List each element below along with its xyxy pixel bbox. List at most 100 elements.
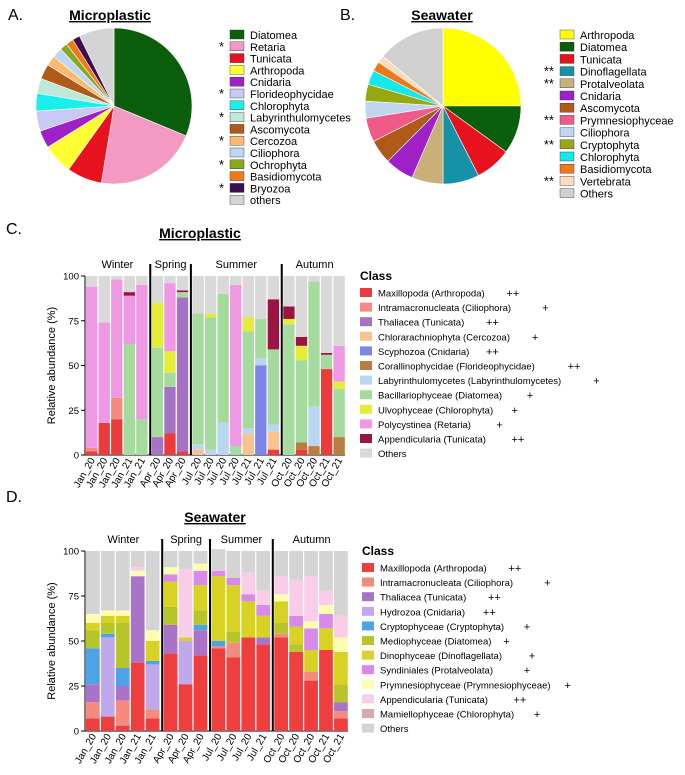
- bar-segment: [193, 630, 208, 656]
- bar-segment: [226, 551, 241, 578]
- bar-segment: [100, 610, 115, 616]
- legend-label: Ochrophyta: [250, 160, 308, 172]
- bar-segment: [193, 624, 208, 631]
- legend-swatch: [362, 709, 374, 718]
- legend-swatch: [360, 302, 372, 312]
- bar-segment: [111, 397, 123, 420]
- bar-segment: [204, 313, 217, 318]
- legend-label: Dinophyceae (Dinoflagellata): [380, 651, 502, 662]
- legend-label: Chlorarachniophyta (Cercozoa): [378, 332, 510, 343]
- bar-segment: [86, 623, 100, 631]
- significance-mark: +: [496, 419, 502, 431]
- bar-segment: [274, 623, 289, 634]
- bar-segment: [274, 551, 289, 577]
- legend-label: Arthropoda: [250, 65, 305, 77]
- legend-label: Chlorophyta: [580, 152, 640, 164]
- bar-segment: [130, 576, 145, 663]
- bar-segment: [192, 449, 204, 455]
- legend-swatch: [229, 112, 245, 122]
- legend-label: Bryozoa: [250, 183, 291, 195]
- bar-segment: [163, 581, 178, 607]
- bar-segment: [256, 551, 271, 591]
- legend-label: Diatomea: [250, 30, 298, 42]
- bar-segment: [304, 576, 318, 622]
- bar-segment: [304, 680, 318, 731]
- significance-mark: +: [532, 332, 538, 344]
- bar-segment: [320, 354, 333, 370]
- bar-segment: [283, 318, 295, 325]
- bar-segment: [308, 276, 320, 282]
- legend-label: Labyrinthulomycetes (Labyrinthulomycetes…: [378, 376, 561, 387]
- bar-segment: [145, 718, 160, 731]
- bar-segment: [274, 576, 289, 595]
- season-label: Spring: [155, 259, 187, 271]
- legend-swatch: [559, 90, 575, 101]
- legend-label: Ascomycota: [250, 124, 311, 136]
- bar-segment: [115, 551, 130, 611]
- legend-label: Basidiomycota: [580, 164, 652, 176]
- legend-swatch: [559, 151, 575, 162]
- bar-segment: [178, 637, 193, 641]
- season-label: Spring: [170, 534, 202, 546]
- bar-segment: [274, 637, 289, 731]
- legend-label: Maxillopoda (Arthropoda): [380, 564, 487, 575]
- bar-segment: [226, 657, 241, 731]
- bar-segment: [130, 662, 145, 731]
- bar-segment: [295, 360, 308, 443]
- bar-segment: [256, 644, 271, 731]
- pie-panel-a: A. Microplastic Diatomea * RetariaTunicataAr…: [8, 7, 351, 207]
- bar-segment: [163, 567, 178, 575]
- legend-swatch: [360, 375, 372, 385]
- legend-swatch: [559, 139, 575, 150]
- bar-segment: [193, 563, 208, 571]
- legend-swatch: [360, 448, 372, 458]
- legend-label: Bacillariophyceae (Diatomea): [378, 391, 502, 402]
- bar-segment: [304, 650, 318, 672]
- legend-label: Cercozoa: [250, 136, 298, 148]
- season-label: Summer: [216, 259, 258, 271]
- bar-segment: [283, 324, 295, 455]
- bar-segment: [217, 276, 229, 294]
- bar-segment: [211, 646, 226, 649]
- bar-segment: [267, 449, 280, 455]
- bar-segment: [230, 446, 242, 455]
- bar-segment: [319, 551, 333, 591]
- bar-segment: [111, 276, 123, 280]
- legend-label: Prymnesiophyceae: [580, 115, 674, 127]
- bar-segment: [230, 276, 242, 285]
- bar-segment: [333, 388, 345, 438]
- bar-segment: [334, 718, 348, 731]
- bar-segment: [151, 302, 164, 348]
- panel-label: B.: [340, 7, 355, 24]
- bar-segment: [242, 433, 254, 455]
- bar-segment: [267, 349, 280, 425]
- bar-segment: [86, 447, 98, 452]
- y-tick-label: 50: [68, 637, 79, 648]
- legend-swatch: [360, 419, 372, 429]
- bar-segment: [319, 605, 333, 614]
- legend-swatch: [362, 621, 374, 631]
- legend-label: Dinoflagellata: [580, 67, 648, 79]
- y-tick-label: 75: [68, 592, 79, 603]
- bar-segment: [211, 648, 226, 731]
- bar-segment: [226, 585, 241, 632]
- bar-segment: [274, 601, 289, 623]
- bar-segment: [274, 633, 289, 638]
- bar-segment: [193, 551, 208, 564]
- legend-label: Diatomea: [580, 42, 628, 54]
- legend-label: Intramacronucleata (Ciliophora): [378, 303, 511, 314]
- season-label: Autumn: [296, 259, 334, 271]
- bar-segment: [308, 281, 320, 407]
- panel-label: C.: [6, 221, 22, 238]
- legend-label: others: [250, 195, 281, 207]
- bar-segment: [241, 572, 256, 595]
- bar-segment: [217, 422, 229, 455]
- significance-mark: +: [524, 621, 530, 633]
- bar-segment: [256, 637, 271, 645]
- bar-segment: [211, 576, 226, 641]
- pie-title: Seawater: [411, 7, 473, 23]
- significance-mark: +: [593, 376, 599, 388]
- panel-label: D.: [6, 489, 22, 506]
- legend-label: Protalveolata: [580, 79, 645, 91]
- legend-label: Intramacronucleata (Ciliophora): [380, 578, 513, 589]
